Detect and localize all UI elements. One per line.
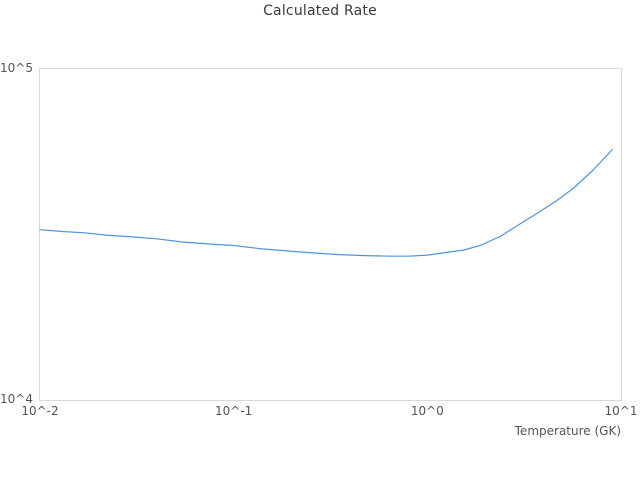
x-tick-label: 10^-2: [21, 404, 59, 418]
rate-line: [39, 149, 613, 257]
rate-line-svg: [39, 149, 613, 257]
y-tick-label: 10^5: [0, 61, 33, 75]
chart-title: Calculated Rate: [263, 3, 377, 19]
x-axis-label: Temperature (GK): [514, 424, 621, 438]
x-tick-label: 10^1: [604, 404, 638, 418]
plot-area: [39, 68, 622, 401]
y-tick-label: 10^4: [0, 392, 33, 406]
x-tick-label: 10^-1: [215, 404, 253, 418]
x-tick-label: 10^0: [410, 404, 444, 418]
